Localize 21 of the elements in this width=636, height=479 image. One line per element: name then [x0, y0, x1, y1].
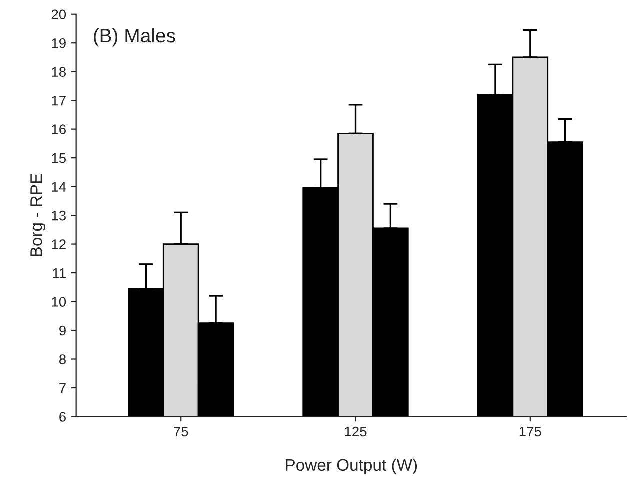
- y-tick-label: 6: [60, 412, 66, 422]
- y-tick-label: 11: [53, 268, 66, 278]
- x-tick-label: 125: [345, 426, 367, 437]
- y-tick-label: 10: [52, 297, 66, 307]
- x-axis-title: Power Output (W): [286, 458, 418, 474]
- x-tick-label: 75: [174, 426, 188, 437]
- y-tick-label: 8: [59, 354, 66, 364]
- y-tick-label: 18: [52, 67, 66, 78]
- annotation: (B) Males: [94, 28, 176, 47]
- y-axis-title: Borg - RPE: [30, 174, 46, 256]
- y-tick-label: 20: [52, 10, 66, 20]
- y-tick-label: 17: [52, 96, 66, 106]
- y-tick-label: 13: [52, 210, 66, 221]
- y-tick-label: 15: [52, 154, 66, 164]
- y-tick-label: 12: [52, 240, 66, 250]
- x-tick-label: 175: [520, 426, 542, 437]
- y-tick-label: 7: [60, 383, 66, 394]
- y-tick-label: 9: [60, 326, 66, 336]
- y-tick-label: 16: [52, 124, 66, 134]
- y-tick-label: 19: [52, 38, 66, 48]
- y-tick-label: 14: [52, 182, 66, 192]
